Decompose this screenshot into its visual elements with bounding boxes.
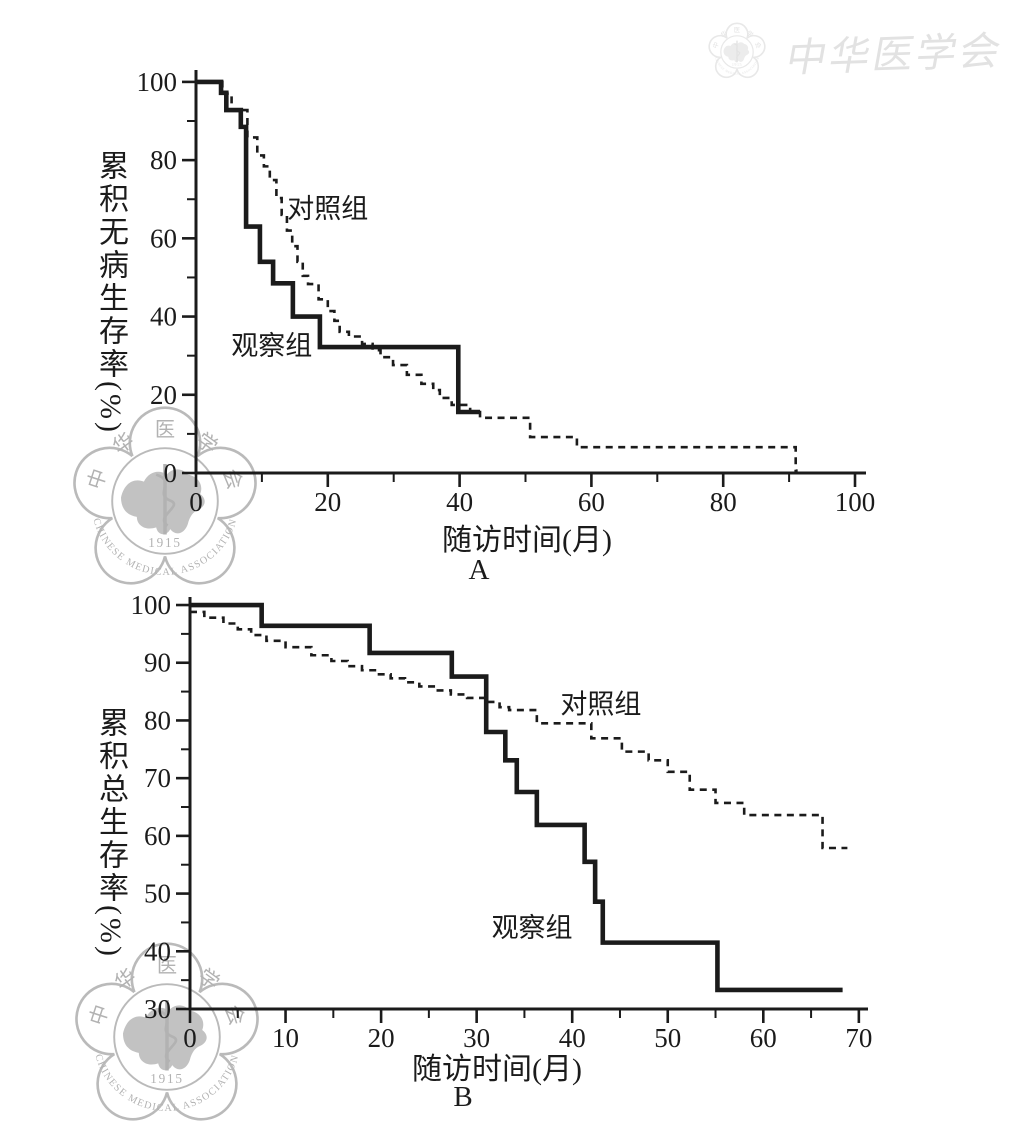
axes (194, 70, 866, 475)
seal-snake-icon (734, 43, 741, 61)
y-tick-label: 0 (164, 458, 178, 488)
panel-b-x-axis-label: 随访时间(月) (412, 1053, 582, 1086)
y-tick-label: 40 (144, 936, 171, 966)
y-tick-label: 40 (150, 302, 177, 332)
panel-a-x-axis-label: 随访时间(月) (442, 524, 612, 557)
y-tick-label: 80 (144, 705, 171, 735)
seal-blossom-outline (75, 942, 259, 1121)
seal-top-text-char: 学 (194, 964, 224, 995)
seal-top-text-char: 会 (753, 41, 763, 49)
cma-seal-watermark: 中华医学会1915CHINESE MEDICAL ASSOCIATION (708, 22, 766, 78)
seal-china-map (121, 469, 205, 535)
seal-snake-icon (157, 1009, 178, 1063)
x-tick-label: 30 (463, 1023, 490, 1053)
panel-a-y-axis-label: 累积无病生存率(%) (94, 150, 127, 435)
x-tick-label: 50 (654, 1023, 681, 1053)
seal-top-text-char: 中 (86, 1002, 114, 1028)
x-tick-label: 100 (835, 487, 876, 517)
x-tick-label: 60 (750, 1023, 777, 1053)
y-tick-label: 20 (150, 380, 177, 410)
seal-inner-circle (720, 35, 754, 69)
seal-top-text-char: 医 (155, 420, 175, 442)
x-tick-label: 0 (183, 1023, 197, 1053)
x-tick-label: 0 (189, 487, 203, 517)
seal-top-text-char: 医 (157, 956, 177, 978)
y-tick-label: 70 (144, 763, 171, 793)
y-tick-label: 60 (150, 223, 177, 253)
seal-blossom-outline (73, 406, 257, 585)
seal-year: 1915 (150, 1071, 183, 1086)
series-label: 对照组 (560, 689, 641, 719)
seal-inner-circle (111, 447, 219, 555)
x-tick-label: 20 (368, 1023, 395, 1053)
series-label: 对照组 (287, 194, 368, 224)
x-tick-label: 60 (578, 487, 605, 517)
x-tick-label: 80 (710, 487, 737, 517)
seal-top-text-char: 会 (220, 1002, 248, 1028)
series-label: 观察组 (231, 331, 312, 361)
seal-snake-icon (155, 473, 176, 527)
seal-year: 1915 (732, 62, 742, 67)
y-tick-label: 50 (144, 879, 171, 909)
y-tick-label: 100 (131, 590, 172, 620)
seal-top-text-char: 华 (719, 29, 729, 39)
x-tick-label: 10 (272, 1023, 299, 1053)
km-curve-control (196, 80, 798, 472)
seal-top-text-char: 中 (711, 41, 721, 49)
seal-year: 1915 (148, 535, 181, 550)
panel-b-y-axis-label: 累积总生存率(%) (94, 706, 127, 959)
y-tick-label: 60 (144, 821, 171, 851)
panel-b-letter: B (453, 1081, 473, 1113)
y-tick-label: 80 (150, 145, 177, 175)
y-tick-label: 100 (137, 67, 178, 97)
seal-top-text-char: 会 (218, 466, 246, 492)
y-tick-label: 30 (144, 994, 171, 1024)
series-label: 观察组 (492, 913, 573, 943)
km-curve-observation (196, 79, 481, 415)
panel-a-letter: A (468, 554, 490, 586)
x-tick-label: 40 (559, 1023, 586, 1053)
y-tick-label: 90 (144, 648, 171, 678)
seal-top-text-char: 学 (745, 29, 755, 39)
seal-inner-circle (113, 983, 221, 1091)
x-tick-label: 40 (446, 487, 473, 517)
seal-china-map (123, 1005, 207, 1071)
km-curve-observation (190, 602, 843, 993)
axes (188, 597, 868, 1011)
x-tick-label: 70 (845, 1023, 872, 1053)
x-tick-label: 20 (314, 487, 341, 517)
seal-top-text-char: 中 (84, 466, 112, 492)
km-curve-control (190, 610, 848, 850)
seal-blossom-outline (708, 22, 766, 78)
seal-top-text-char: 医 (734, 27, 740, 34)
cma-calligraphy-watermark: 中华医学会 (782, 28, 1008, 81)
